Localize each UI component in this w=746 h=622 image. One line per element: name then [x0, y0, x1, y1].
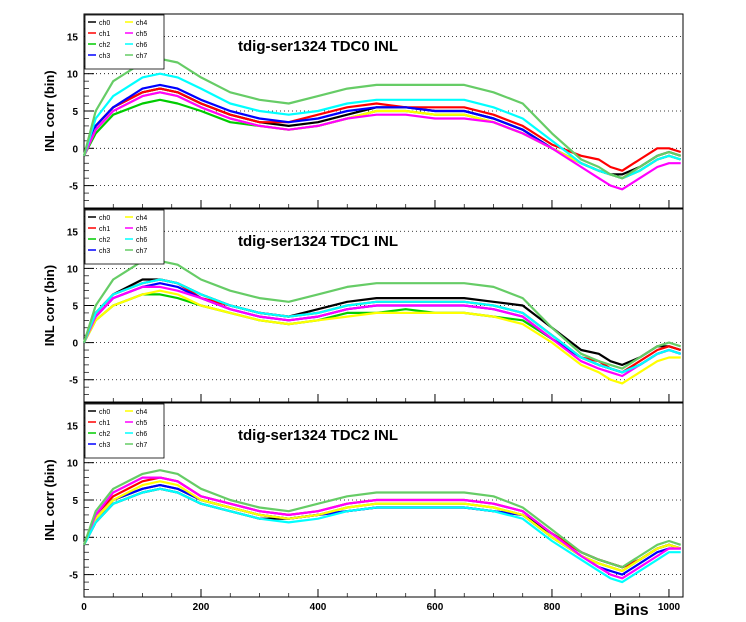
y-tick-label: -5	[69, 571, 78, 582]
legend-label-ch5: ch5	[136, 226, 147, 233]
series-line-ch7	[82, 57, 682, 180]
y-tick-label: 15	[67, 32, 79, 43]
y-axis-label: INL corr (bin)	[42, 265, 57, 346]
y-tick-label: 10	[67, 264, 79, 275]
panel-title: tdig-ser1324 TDC2 INL	[238, 427, 398, 444]
y-axis-label: INL corr (bin)	[42, 459, 57, 540]
legend-label-ch4: ch4	[136, 409, 147, 416]
legend-label-ch6: ch6	[136, 42, 147, 49]
y-tick-label: 5	[72, 107, 78, 118]
legend-label-ch2: ch2	[99, 237, 110, 244]
legend-label-ch0: ch0	[99, 20, 110, 27]
x-tick-label: 1000	[658, 602, 681, 613]
legend-label-ch7: ch7	[136, 442, 147, 449]
series-line-ch5	[82, 476, 681, 580]
legend-label-ch3: ch3	[99, 53, 110, 60]
x-tick-label: 400	[310, 602, 327, 613]
panel-title: tdig-ser1324 TDC1 INL	[238, 233, 398, 250]
y-tick-label: 0	[72, 144, 78, 155]
panel-tdc0: -5 0 5 10 15 tdig-ser1324 TDC0 INL INL corr (b…	[42, 13, 684, 209]
panel-tdc2: -5 0 5 10 15 0 200 400 600 800 1000 tdig-ser1324 TD…	[42, 402, 684, 619]
legend-label-ch5: ch5	[136, 420, 147, 427]
x-tick-label: 800	[544, 602, 561, 613]
panel-tdc1: -5 0 5 10 15 tdig-ser1324 TDC1 INL INL corr (b…	[42, 208, 684, 403]
y-tick-label: 10	[67, 459, 79, 470]
legend-label-ch6: ch6	[136, 431, 147, 438]
legend-label-ch3: ch3	[99, 442, 110, 449]
y-tick-label: 10	[67, 70, 79, 81]
series-line-ch7	[82, 259, 682, 370]
legend-label-ch3: ch3	[99, 248, 110, 255]
y-axis-label: INL corr (bin)	[42, 70, 57, 151]
y-tick-label: 15	[67, 421, 79, 432]
y-tick-label: -5	[69, 182, 78, 193]
legend: ch0 ch1 ch2 ch3 ch4 ch5 ch6 ch7	[84, 209, 165, 265]
legend-label-ch0: ch0	[99, 215, 110, 222]
legend-label-ch7: ch7	[136, 248, 147, 255]
series-line-ch4	[83, 289, 681, 385]
series-line-ch6	[82, 278, 682, 374]
series-line-ch6	[83, 487, 681, 584]
legend-label-ch1: ch1	[99, 226, 110, 233]
legend-label-ch0: ch0	[99, 409, 110, 416]
series-line-ch4	[82, 480, 682, 573]
plot-frame	[83, 402, 684, 598]
legend-label-ch5: ch5	[136, 31, 147, 38]
legend-label-ch2: ch2	[99, 42, 110, 49]
y-tick-label: 15	[67, 227, 79, 238]
x-tick-label: 200	[193, 602, 210, 613]
series-line-ch7	[82, 469, 682, 569]
legend-label-ch7: ch7	[136, 53, 147, 60]
x-axis-label: Bins	[614, 602, 649, 619]
y-tick-label: 0	[72, 339, 78, 350]
legend-label-ch2: ch2	[99, 431, 110, 438]
legend-label-ch1: ch1	[99, 31, 110, 38]
panel-title: tdig-ser1324 TDC0 INL	[238, 38, 398, 55]
series-line-ch5	[82, 285, 682, 378]
y-tick-label: -5	[69, 376, 78, 387]
y-tick-label: 5	[72, 302, 78, 313]
y-tick-label: 5	[72, 496, 78, 507]
legend: ch0 ch1 ch2 ch3 ch4 ch5 ch6 ch7	[84, 14, 165, 70]
legend-box	[84, 14, 165, 70]
legend-label-ch4: ch4	[136, 215, 147, 222]
legend-box	[84, 209, 165, 265]
legend-box	[84, 403, 165, 459]
y-tick-label: 0	[72, 533, 78, 544]
series-line-ch5	[82, 91, 681, 191]
legend-label-ch6: ch6	[136, 237, 147, 244]
legend-label-ch1: ch1	[99, 420, 110, 427]
x-tick-label: 600	[427, 602, 444, 613]
legend-label-ch4: ch4	[136, 20, 147, 27]
x-tick-label: 0	[81, 602, 87, 613]
legend: ch0 ch1 ch2 ch3 ch4 ch5 ch6 ch7	[84, 403, 165, 459]
